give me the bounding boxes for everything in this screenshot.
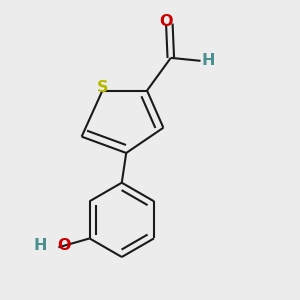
Text: H: H (201, 53, 215, 68)
Text: O: O (57, 238, 70, 253)
Text: O: O (160, 14, 173, 29)
Text: S: S (97, 80, 108, 95)
Text: H: H (34, 238, 47, 253)
